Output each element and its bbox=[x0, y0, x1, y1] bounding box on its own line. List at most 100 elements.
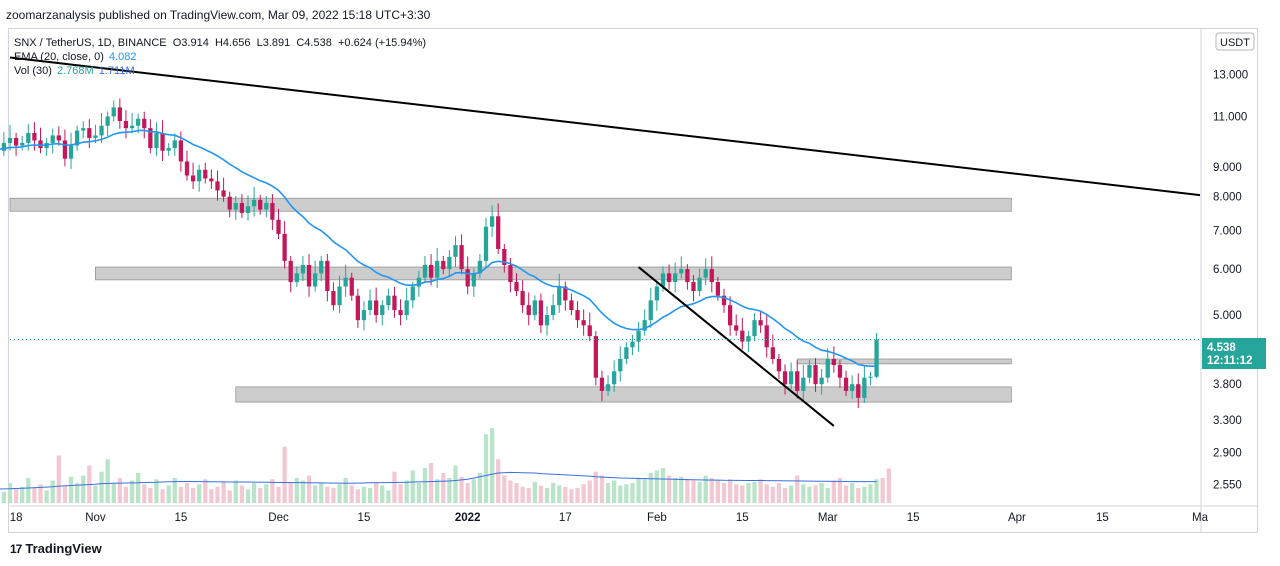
volume-bar bbox=[294, 478, 299, 503]
volume-bar bbox=[441, 473, 446, 503]
time-tick-label: 15 bbox=[174, 512, 187, 524]
candle-body bbox=[190, 175, 196, 182]
volume-bar bbox=[93, 485, 98, 503]
last-price-value: 4.538 bbox=[1207, 342, 1236, 354]
support-resistance-zones bbox=[9, 197, 1012, 403]
volume-bar bbox=[721, 483, 727, 503]
symbol-row[interactable]: SNX / TetherUS, 1D, BINANCE O3.914 H4.65… bbox=[14, 36, 426, 50]
time-tick-label: Dec bbox=[268, 512, 289, 524]
candle-body bbox=[398, 310, 403, 316]
candle-body bbox=[697, 277, 702, 292]
chart-frame bbox=[8, 28, 1258, 533]
volume-bar bbox=[312, 485, 318, 503]
volume-bar bbox=[166, 485, 171, 503]
candle-body bbox=[392, 295, 397, 311]
volume-bar bbox=[99, 471, 104, 503]
candle-body bbox=[502, 248, 507, 265]
candle-body bbox=[13, 137, 19, 146]
volume-bar bbox=[740, 485, 745, 503]
candle-body bbox=[819, 377, 824, 385]
candle-body bbox=[654, 286, 660, 301]
candle-body bbox=[734, 325, 739, 331]
currency-label: USDT bbox=[1220, 37, 1250, 49]
volume-bar bbox=[349, 485, 354, 503]
volume-bar bbox=[398, 484, 403, 503]
ohlc-low: L3.891 bbox=[256, 37, 291, 49]
candle-body bbox=[160, 132, 165, 151]
volume-bar bbox=[801, 484, 806, 503]
candles bbox=[1, 98, 879, 409]
candle-body bbox=[477, 260, 483, 274]
volume-bar bbox=[306, 475, 312, 503]
volume-bar bbox=[300, 480, 306, 503]
trendline-0[interactable] bbox=[9, 56, 1201, 197]
candle-body bbox=[74, 130, 80, 146]
candle-body bbox=[337, 286, 342, 306]
volume-row[interactable]: Vol (30) 2.768M 1.711M bbox=[14, 64, 426, 78]
volume-bar bbox=[453, 465, 458, 503]
price-tick-label: 2.900 bbox=[1213, 447, 1242, 459]
candle-body bbox=[245, 206, 251, 213]
volume-bar bbox=[160, 489, 165, 503]
candle-body bbox=[813, 365, 818, 385]
candle-body bbox=[203, 169, 208, 179]
volume-bar bbox=[569, 489, 574, 503]
tradingview-brand[interactable]: 17 TradingView bbox=[10, 541, 102, 556]
ema-row[interactable]: EMA (20, close, 0) 4.082 bbox=[14, 50, 426, 64]
ohlc-open: O3.914 bbox=[172, 37, 209, 49]
candle-body bbox=[526, 305, 531, 316]
candle-body bbox=[251, 199, 257, 207]
candle-body bbox=[831, 358, 836, 366]
candle-body bbox=[660, 273, 666, 287]
volume-bar bbox=[666, 475, 672, 503]
zone-2 bbox=[235, 386, 1012, 403]
volume-bar bbox=[734, 484, 739, 503]
trendline-1[interactable] bbox=[637, 266, 835, 427]
candle-body bbox=[593, 336, 598, 378]
candle-body bbox=[630, 341, 635, 348]
volume-bar bbox=[447, 478, 452, 503]
candle-body bbox=[673, 273, 678, 283]
price-tick-label: 11.000 bbox=[1213, 111, 1247, 123]
volume-bar bbox=[264, 484, 269, 503]
volume-bar bbox=[367, 488, 373, 503]
volume-bar bbox=[837, 478, 843, 503]
volume-bar bbox=[764, 484, 769, 503]
volume-bar bbox=[679, 476, 684, 503]
volume-bar bbox=[20, 486, 25, 503]
volume-bar bbox=[520, 486, 525, 503]
volume-bar bbox=[843, 485, 849, 503]
candle-body bbox=[93, 135, 98, 138]
volume-bar bbox=[758, 479, 763, 503]
candle-body bbox=[56, 135, 61, 141]
volume-bar bbox=[178, 486, 184, 503]
candle-body bbox=[422, 264, 428, 278]
volume-ma-polyline bbox=[0, 471, 877, 490]
candle-body bbox=[117, 107, 122, 122]
tradingview-logo-icon: 17 bbox=[10, 541, 22, 556]
volume-bar bbox=[7, 483, 13, 503]
ema-polyline bbox=[0, 129, 877, 368]
candle-body bbox=[374, 300, 379, 316]
volume-bar bbox=[752, 481, 757, 503]
volume-bar bbox=[270, 479, 275, 503]
volume-bar bbox=[795, 475, 800, 503]
volume-bar bbox=[819, 483, 824, 503]
volume-bar bbox=[624, 484, 629, 503]
candle-body bbox=[428, 264, 434, 278]
zone-0 bbox=[9, 197, 1012, 212]
volume-bar bbox=[526, 488, 531, 503]
candle-body bbox=[7, 137, 13, 143]
volume-bar bbox=[825, 488, 830, 503]
candle-body bbox=[129, 125, 135, 129]
candle-body bbox=[764, 325, 769, 348]
volume-bar bbox=[172, 478, 177, 503]
volume-bar bbox=[209, 489, 214, 503]
volume-bar bbox=[404, 480, 409, 503]
candle-body bbox=[288, 260, 293, 283]
currency-badge[interactable]: USDT bbox=[1215, 32, 1255, 51]
volume-bar bbox=[557, 485, 562, 503]
brand-name: TradingView bbox=[25, 541, 102, 556]
volume-bar bbox=[477, 473, 483, 503]
